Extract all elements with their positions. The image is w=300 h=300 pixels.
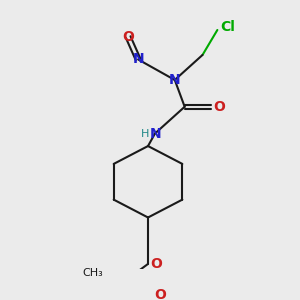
Text: CH₃: CH₃ — [82, 268, 103, 278]
Text: N: N — [132, 52, 144, 66]
Text: H: H — [141, 128, 149, 139]
Text: O: O — [150, 257, 162, 271]
Text: Cl: Cl — [220, 20, 235, 34]
Text: O: O — [154, 288, 166, 300]
Text: O: O — [122, 30, 134, 44]
Text: N: N — [169, 73, 181, 87]
Text: N: N — [150, 127, 162, 140]
Text: O: O — [213, 100, 225, 114]
